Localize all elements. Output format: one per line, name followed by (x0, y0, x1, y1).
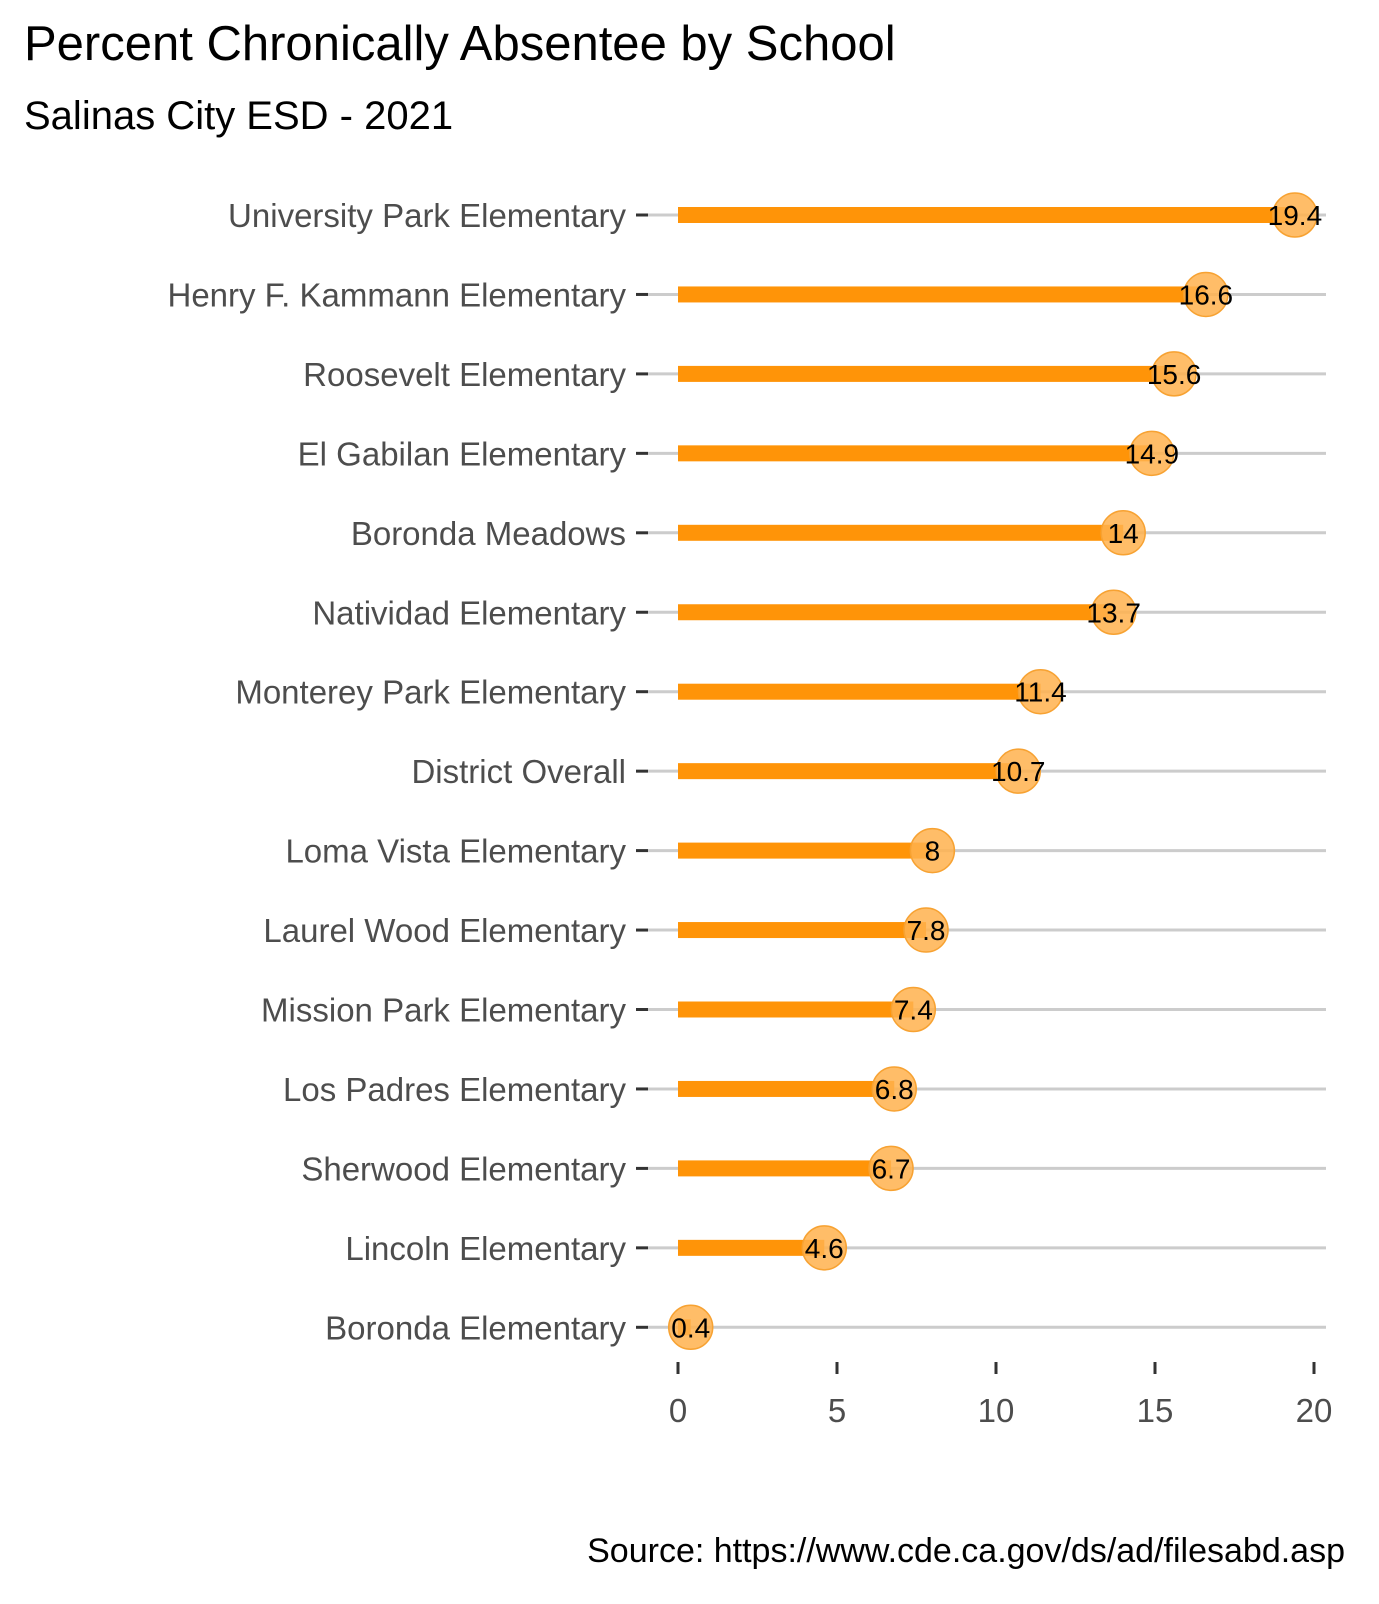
x-tick-label: 10 (978, 1392, 1015, 1429)
value-label: 10.7 (991, 756, 1046, 787)
bar (678, 604, 1114, 621)
points (667, 192, 1318, 1351)
category-label: Loma Vista Elementary (285, 833, 626, 870)
data-point (667, 1304, 714, 1351)
category-label: District Overall (411, 753, 626, 790)
category-label: Natividad Elementary (312, 594, 626, 631)
category-label: Los Padres Elementary (283, 1071, 627, 1108)
category-label: Roosevelt Elementary (303, 356, 626, 393)
category-label: Lincoln Elementary (345, 1230, 626, 1267)
chart-subtitle: Salinas City ESD - 2021 (24, 94, 454, 138)
value-label: 6.7 (872, 1153, 911, 1184)
category-label: Sherwood Elementary (301, 1150, 626, 1187)
category-label: Boronda Elementary (325, 1309, 626, 1346)
value-label: 14.9 (1125, 438, 1180, 469)
data-point (868, 1145, 914, 1192)
category-label: Henry F. Kammann Elementary (167, 276, 626, 313)
value-label: 16.6 (1179, 279, 1234, 310)
data-point (1017, 668, 1064, 715)
bar (678, 524, 1124, 541)
data-point (1272, 192, 1318, 238)
value-label: 7.8 (907, 915, 946, 946)
category-label: Mission Park Elementary (261, 992, 626, 1029)
bar (678, 1239, 825, 1256)
value-label: 0.4 (671, 1312, 710, 1343)
bar (678, 207, 1295, 223)
data-point (1090, 589, 1137, 635)
bar (678, 1001, 914, 1018)
chart-caption: Source: https://www.cde.ca.gov/ds/ad/fil… (587, 1532, 1345, 1570)
value-label: 11.4 (1014, 677, 1066, 708)
category-label: El Gabilan Elementary (298, 435, 627, 472)
bar (678, 842, 933, 859)
bar (678, 445, 1152, 462)
value-label: 19.4 (1268, 200, 1323, 231)
category-label: Laurel Wood Elementary (263, 912, 626, 949)
category-label: University Park Elementary (228, 197, 626, 234)
data-point (903, 907, 949, 953)
value-label: 15.6 (1147, 359, 1202, 390)
data-point (801, 1225, 848, 1271)
data-point (909, 827, 956, 874)
value-label: 4.6 (805, 1233, 844, 1264)
data-point (1100, 510, 1146, 556)
data-point (871, 1066, 917, 1112)
bar (678, 1160, 892, 1177)
bar (678, 922, 927, 939)
lollipop-chart: 19.4 16.6 15.6 14.9 14 13.7 11.4 10.7 8 7.8 7.4 6.8… (167, 192, 1333, 1429)
bar (678, 286, 1206, 303)
x-tick-label: 0 (669, 1392, 687, 1429)
data-point (995, 748, 1042, 794)
value-labels: 19.4 16.6 15.6 14.9 14 13.7 11.4 10.7 8 7.8 7.4 6.8… (671, 200, 1322, 1343)
category-label: Boronda Meadows (351, 515, 626, 552)
x-tick-label: 15 (1137, 1392, 1174, 1429)
value-label: 13.7 (1086, 597, 1141, 628)
data-point (1183, 271, 1229, 318)
bars (678, 207, 1295, 1336)
bar (678, 683, 1041, 700)
bar (678, 1080, 895, 1097)
data-point (1129, 430, 1175, 477)
chart-title: Percent Chronically Absentee by School (24, 17, 896, 71)
value-label: 14 (1108, 518, 1139, 549)
data-point (890, 986, 937, 1033)
bar (678, 763, 1019, 780)
bar (678, 365, 1175, 382)
x-tick-label: 20 (1296, 1392, 1333, 1429)
value-label: 7.4 (894, 995, 933, 1026)
category-labels: University Park Elementary Henry F. Kamma… (167, 197, 626, 1346)
x-axis-ticks: 0 5 10 15 20 (669, 1362, 1333, 1429)
data-point (1151, 351, 1197, 397)
value-label: 6.8 (875, 1074, 914, 1105)
x-tick-label: 5 (828, 1392, 846, 1429)
value-label: 8 (925, 836, 941, 867)
category-label: Monterey Park Elementary (235, 674, 626, 711)
